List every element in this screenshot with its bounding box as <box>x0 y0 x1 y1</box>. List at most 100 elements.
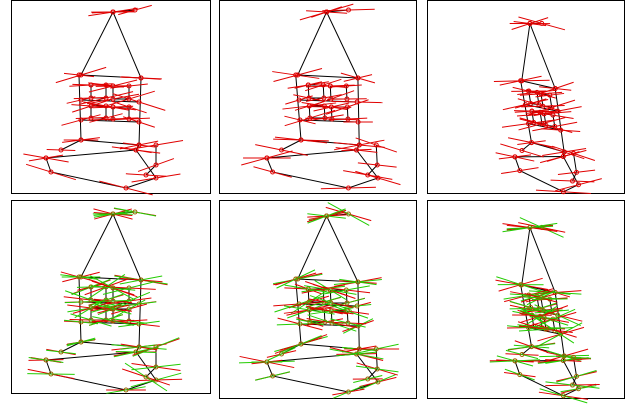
sketch-stroke <box>281 139 302 151</box>
orientation-red <box>61 114 101 126</box>
orientation-red <box>62 137 100 143</box>
keypoint <box>43 357 49 363</box>
orientation-green <box>255 371 291 381</box>
keypoint <box>344 96 350 102</box>
orientation-red <box>46 148 76 152</box>
keypoint <box>136 99 142 105</box>
keypoint <box>298 341 304 347</box>
keypoint <box>543 326 549 332</box>
keypoint <box>321 95 327 101</box>
panel-frame <box>219 0 417 194</box>
orientation-green <box>60 274 98 280</box>
keypoint <box>373 346 379 352</box>
keypoint <box>344 300 350 306</box>
keypoint <box>538 91 544 97</box>
keypoint <box>88 284 94 290</box>
keypoint <box>355 279 361 285</box>
keypoint <box>110 83 116 89</box>
orientation-green <box>283 305 335 315</box>
keypoint <box>327 287 333 293</box>
keypoint <box>322 115 328 121</box>
orientation-red <box>63 72 95 78</box>
orientation-green <box>523 296 559 300</box>
keypoint <box>58 349 64 355</box>
orientation-red <box>305 94 342 102</box>
orientation-red <box>357 162 397 168</box>
orientation-green <box>333 279 382 285</box>
keypoint <box>296 97 302 103</box>
keypoint <box>365 376 371 382</box>
orientation-red <box>499 75 542 86</box>
orientation-red <box>111 146 161 154</box>
orientation-red <box>343 74 373 82</box>
sketch-stroke <box>60 341 82 353</box>
keypoint <box>153 162 159 168</box>
keypoint <box>517 168 523 174</box>
sketch-stroke <box>80 213 142 281</box>
keypoint <box>126 116 132 122</box>
orientation-red <box>535 92 565 98</box>
orientation-green <box>131 363 181 371</box>
keypoint <box>571 354 576 360</box>
keypoint <box>110 104 116 110</box>
keypoint <box>574 373 579 379</box>
orientation-green <box>502 222 558 233</box>
orientation-green <box>360 374 396 390</box>
orientation-red <box>86 93 140 105</box>
sketch-stroke <box>296 11 359 79</box>
keypoint <box>547 296 553 302</box>
keypoint <box>345 185 351 191</box>
keypoint <box>132 7 138 13</box>
orientation-green <box>267 347 296 361</box>
keypoint <box>305 286 311 292</box>
orientation-red <box>73 96 109 100</box>
orientation-red <box>305 84 355 88</box>
orientation-green <box>322 285 370 295</box>
orientation-red <box>294 81 322 89</box>
keypoint <box>327 83 333 89</box>
orientation-green <box>504 368 535 381</box>
orientation-red <box>532 111 574 119</box>
orientation-green <box>64 290 118 310</box>
keypoint <box>88 297 94 303</box>
keypoint <box>110 116 116 122</box>
orientation-green <box>118 320 160 328</box>
orientation-red <box>355 137 398 153</box>
orientation-red <box>112 93 166 111</box>
orientation-red <box>311 106 352 108</box>
orientation-green <box>94 303 132 315</box>
sketch-stroke <box>521 23 557 90</box>
keypoint <box>560 189 566 195</box>
orientation-red <box>75 116 107 120</box>
orientation-green <box>353 343 399 355</box>
keypoint <box>543 122 549 128</box>
orientation-red <box>103 90 155 108</box>
keypoint <box>374 162 380 168</box>
keypoint <box>575 386 581 392</box>
orientation-red <box>92 105 134 109</box>
orientation-red <box>542 148 587 156</box>
orientation-red <box>25 163 77 181</box>
orientation-green <box>92 316 134 326</box>
keypoint <box>270 373 276 379</box>
orientation-red <box>118 4 152 16</box>
orientation-green <box>46 349 76 355</box>
orientation-green <box>489 359 541 363</box>
keypoint <box>43 155 49 161</box>
keypoint <box>138 277 144 283</box>
orientation-red <box>87 117 139 121</box>
orientation-green <box>519 217 564 238</box>
keypoint <box>560 358 566 363</box>
keypoint <box>110 211 116 217</box>
orientation-red <box>341 148 372 152</box>
orientation-green <box>290 290 327 314</box>
keypoint <box>123 185 129 191</box>
orientation-red <box>119 140 159 150</box>
orientation-green <box>309 307 354 315</box>
sketch-stroke <box>60 139 82 151</box>
keypoint <box>517 372 523 378</box>
orientation-red <box>88 7 138 17</box>
keypoint <box>88 95 94 101</box>
orientation-red <box>507 137 556 148</box>
keypoint <box>374 366 380 372</box>
